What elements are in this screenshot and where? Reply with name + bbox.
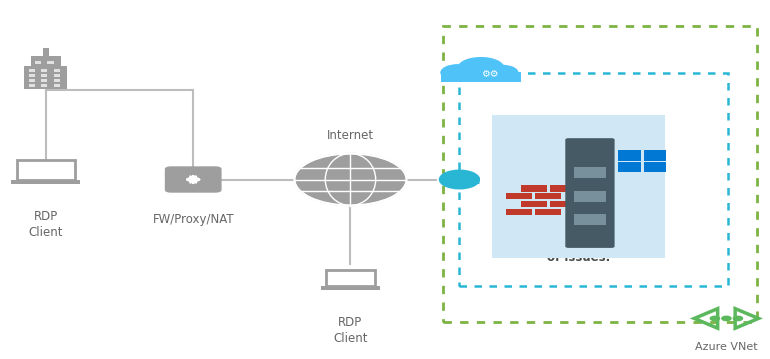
FancyBboxPatch shape — [54, 69, 60, 72]
Text: Internet: Internet — [327, 129, 374, 142]
FancyBboxPatch shape — [12, 180, 80, 184]
FancyBboxPatch shape — [321, 286, 380, 290]
Text: Possible source
of issues.: Possible source of issues. — [527, 233, 631, 264]
Circle shape — [440, 170, 480, 189]
FancyBboxPatch shape — [574, 167, 606, 178]
Circle shape — [721, 316, 731, 321]
FancyBboxPatch shape — [40, 180, 52, 181]
Text: RDP
Client: RDP Client — [28, 210, 63, 239]
Text: FW/Proxy/NAT: FW/Proxy/NAT — [152, 213, 234, 226]
FancyBboxPatch shape — [565, 138, 614, 248]
Text: ⚙⚙: ⚙⚙ — [481, 69, 499, 79]
FancyBboxPatch shape — [535, 209, 561, 215]
Circle shape — [487, 65, 517, 80]
FancyBboxPatch shape — [345, 286, 356, 288]
FancyBboxPatch shape — [506, 209, 532, 215]
FancyBboxPatch shape — [574, 214, 606, 225]
FancyBboxPatch shape — [54, 84, 60, 87]
FancyBboxPatch shape — [29, 84, 35, 87]
Text: Azure VNet: Azure VNet — [695, 341, 758, 351]
Circle shape — [441, 65, 475, 80]
FancyBboxPatch shape — [521, 185, 547, 192]
FancyBboxPatch shape — [42, 84, 48, 87]
FancyBboxPatch shape — [29, 79, 35, 82]
FancyBboxPatch shape — [644, 162, 666, 172]
FancyBboxPatch shape — [441, 71, 521, 81]
FancyBboxPatch shape — [25, 65, 67, 89]
FancyBboxPatch shape — [326, 270, 375, 286]
FancyBboxPatch shape — [42, 69, 48, 72]
FancyBboxPatch shape — [54, 79, 60, 82]
FancyBboxPatch shape — [43, 48, 49, 56]
FancyBboxPatch shape — [521, 201, 547, 207]
FancyBboxPatch shape — [29, 69, 35, 72]
FancyBboxPatch shape — [48, 61, 54, 64]
FancyBboxPatch shape — [492, 115, 665, 258]
FancyBboxPatch shape — [618, 162, 641, 172]
Circle shape — [710, 316, 719, 321]
Circle shape — [458, 58, 504, 79]
FancyBboxPatch shape — [42, 74, 48, 77]
FancyBboxPatch shape — [618, 150, 641, 160]
FancyBboxPatch shape — [29, 74, 35, 77]
Circle shape — [294, 154, 407, 205]
FancyBboxPatch shape — [574, 191, 606, 202]
FancyBboxPatch shape — [535, 193, 561, 200]
FancyBboxPatch shape — [31, 56, 62, 65]
FancyBboxPatch shape — [35, 61, 42, 64]
FancyBboxPatch shape — [17, 160, 75, 180]
Text: RDP
Client: RDP Client — [333, 316, 368, 345]
Circle shape — [733, 316, 742, 321]
FancyBboxPatch shape — [550, 185, 576, 192]
FancyBboxPatch shape — [165, 166, 222, 193]
FancyBboxPatch shape — [644, 150, 666, 160]
FancyBboxPatch shape — [54, 74, 60, 77]
FancyBboxPatch shape — [42, 79, 48, 82]
FancyBboxPatch shape — [550, 201, 576, 207]
FancyBboxPatch shape — [506, 193, 532, 200]
